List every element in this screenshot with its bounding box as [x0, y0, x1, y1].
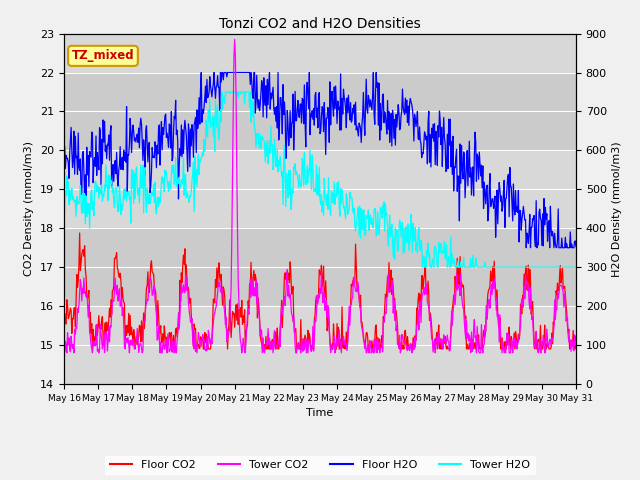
Legend: Floor CO2, Tower CO2, Floor H2O, Tower H2O: Floor CO2, Tower CO2, Floor H2O, Tower H… [105, 456, 535, 474]
Text: TZ_mixed: TZ_mixed [72, 49, 134, 62]
Title: Tonzi CO2 and H2O Densities: Tonzi CO2 and H2O Densities [219, 17, 421, 31]
Y-axis label: H2O Density (mmol/m3): H2O Density (mmol/m3) [612, 141, 623, 276]
X-axis label: Time: Time [307, 408, 333, 418]
Y-axis label: CO2 Density (mmol/m3): CO2 Density (mmol/m3) [24, 141, 35, 276]
Bar [64, 228, 576, 306]
Bar [64, 72, 576, 150]
